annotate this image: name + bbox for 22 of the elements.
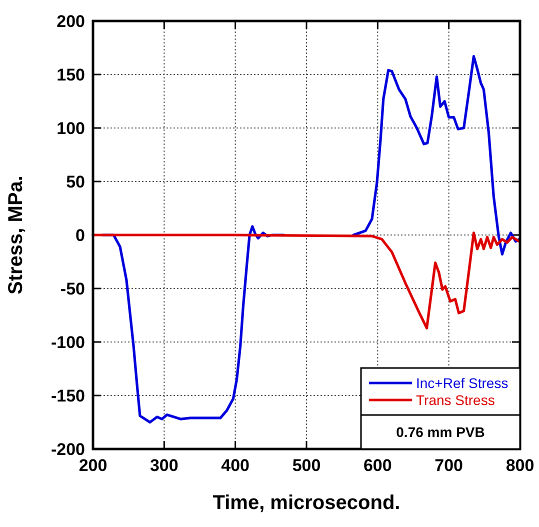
line-series: [92, 232, 521, 330]
x-tick-label: 400: [221, 456, 250, 475]
y-tick-label: 100: [56, 119, 85, 138]
y-tick-label: 200: [56, 12, 85, 31]
x-tick-label: 800: [506, 456, 534, 475]
legend-label: Trans Stress: [416, 392, 495, 408]
x-tick-label: 500: [292, 456, 321, 475]
y-tick-label: 150: [56, 66, 85, 84]
y-tick-label: 50: [66, 172, 85, 192]
y-tick-label: -100: [50, 333, 85, 352]
x-tick-label: 600: [363, 456, 392, 475]
y-tick-label: -150: [50, 386, 85, 406]
y-tick-label: -200: [50, 440, 85, 459]
y-tick-label: -50: [60, 280, 85, 298]
legend-label: Inc+Ref Stress: [416, 375, 508, 391]
annotation: 0.76 mm PVB: [396, 424, 485, 440]
x-tick-label: 300: [150, 456, 178, 475]
y-axis-title: Stress, MPa.: [5, 176, 27, 294]
x-tick-label: 700: [434, 456, 464, 475]
x-tick-label: 200: [78, 456, 108, 475]
x-axis-title: Time, microsecond.: [212, 492, 400, 514]
y-tick-label: 0: [76, 226, 85, 245]
